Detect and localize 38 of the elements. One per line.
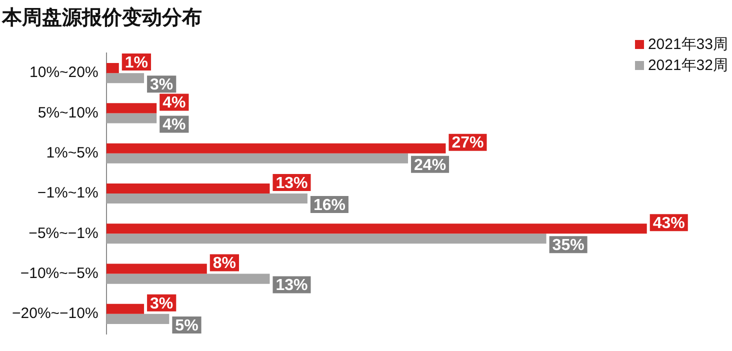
y-tick-label: 5%~10% <box>38 104 98 122</box>
data-label: 13% <box>276 174 308 192</box>
bar <box>106 143 446 154</box>
data-label: 43% <box>652 215 685 232</box>
y-tick-label: −5%~−1% <box>28 224 98 242</box>
bar <box>106 194 308 204</box>
data-label: 1% <box>124 54 148 72</box>
y-tick-label: −20%~−10% <box>12 305 98 322</box>
bar <box>106 73 144 84</box>
y-tick-label: −10%~−5% <box>20 264 98 282</box>
data-label: 27% <box>452 134 484 152</box>
bar <box>106 274 270 284</box>
bar <box>106 264 207 274</box>
y-tick-label: 10%~20% <box>30 64 98 82</box>
legend-label: 2021年32周 <box>648 56 728 75</box>
bar <box>106 103 157 114</box>
bar <box>106 183 270 194</box>
bar <box>106 304 144 314</box>
data-label: 4% <box>162 94 186 112</box>
bar <box>106 113 157 124</box>
legend-label: 2021年33周 <box>648 35 728 54</box>
data-label: 13% <box>276 277 308 294</box>
data-label: 3% <box>150 295 174 312</box>
data-label: 4% <box>162 116 186 134</box>
data-label: 8% <box>212 255 236 272</box>
data-label: 35% <box>552 237 584 254</box>
bar <box>106 234 546 244</box>
bar <box>106 153 408 164</box>
data-label: 3% <box>150 76 174 94</box>
chart-title: 本周盘源报价变动分布 <box>2 4 202 31</box>
data-label: 16% <box>313 196 346 214</box>
data-label: 24% <box>414 156 446 174</box>
bar <box>106 224 647 234</box>
bar <box>106 314 170 324</box>
y-tick-label: 1%~5% <box>46 144 98 162</box>
data-label: 5% <box>175 317 198 334</box>
bar <box>106 63 119 74</box>
y-tick-label: −1%~1% <box>37 184 98 202</box>
